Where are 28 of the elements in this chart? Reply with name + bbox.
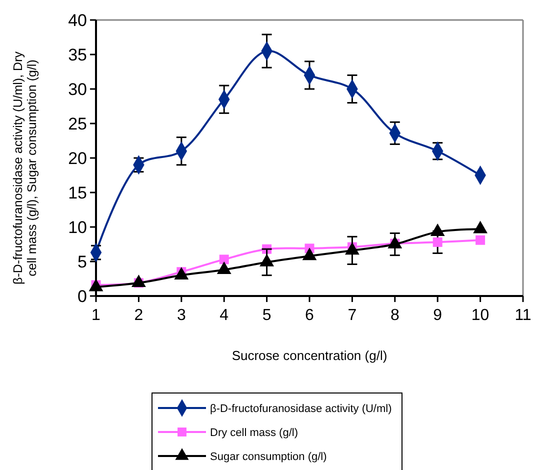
y-axis-title: β-D-fructofuranosidase activity (U/ml), Dry cell mass (g/l), Sugar consumption (g/l) xyxy=(11,50,39,284)
y-tick-label: 20 xyxy=(68,149,87,168)
legend-label: β-D-fructofuranosidase activity (U/ml) xyxy=(210,403,392,415)
y-tick-label: 5 xyxy=(78,252,87,272)
x-tick-label: 8 xyxy=(390,307,400,324)
x-tick-label: 11 xyxy=(514,307,532,324)
y-tick-label: 35 xyxy=(68,46,87,64)
x-tick-label: 3 xyxy=(176,307,186,324)
y-tick-label: 15 xyxy=(68,184,87,202)
x-tick-label: 10 xyxy=(471,307,490,324)
point xyxy=(219,254,229,264)
legend-label: Dry cell mass (g/l) xyxy=(210,427,298,439)
x-axis-title: Sucrose concentration (g/l) xyxy=(232,348,388,363)
y-tick-label: 10 xyxy=(68,218,87,237)
legend-label: Sugar consumption (g/l) xyxy=(210,451,327,463)
x-tick-label: 5 xyxy=(262,307,272,324)
x-tick-label: 7 xyxy=(348,307,357,324)
y-tick-label: 40 xyxy=(68,11,87,30)
x-tick-label: 4 xyxy=(220,307,229,324)
y-tick-label: 0 xyxy=(78,287,87,306)
point xyxy=(476,235,486,245)
x-tick-label: 9 xyxy=(433,307,442,324)
x-tick-label: 6 xyxy=(305,307,314,324)
y-tick-label: 30 xyxy=(68,80,87,99)
point xyxy=(432,237,442,247)
x-tick-label: 1 xyxy=(92,307,101,324)
x-tick-label: 2 xyxy=(134,307,144,324)
y-tick-label: 25 xyxy=(68,114,87,134)
